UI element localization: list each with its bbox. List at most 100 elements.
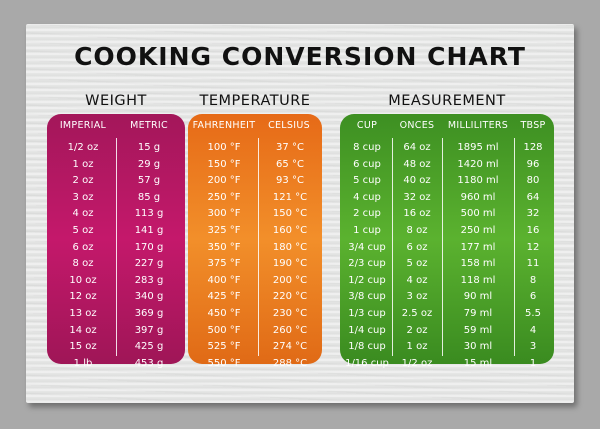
- table-cell: 340 g: [134, 291, 164, 303]
- table-cell: 5 cup: [353, 175, 381, 187]
- table-cell: 30 ml: [463, 341, 493, 353]
- table-cell: 200 °F: [207, 175, 241, 187]
- table-cell: 15 g: [137, 142, 161, 153]
- table-cell: 288 °C: [272, 357, 308, 369]
- table-cell: 397 g: [134, 324, 164, 336]
- table-cell: 6: [529, 291, 537, 303]
- measurement-heading: MEASUREMENT: [388, 93, 506, 109]
- table-cell: 64: [526, 191, 540, 203]
- temp-fahrenheit-column: 100 °F 150 °F 200 °F 250 °F 300 °F 325 °F 350 …: [190, 140, 258, 372]
- table-cell: 32 oz: [403, 191, 431, 203]
- table-cell: 1/2 oz: [67, 142, 99, 153]
- table-cell: 350 °F: [207, 241, 241, 253]
- table-cell: 48 oz: [403, 158, 431, 170]
- table-cell: 90 ml: [463, 291, 493, 303]
- table-cell: 5.5: [525, 307, 541, 319]
- table-cell: 283 g: [134, 274, 164, 286]
- table-cell: 274 °C: [272, 341, 308, 353]
- table-cell: 400 °F: [207, 274, 241, 286]
- table-cell: 190 °C: [272, 258, 308, 270]
- table-cell: 500 ml: [460, 208, 496, 220]
- table-cell: 6 cup: [353, 158, 381, 170]
- table-cell: 100 °F: [207, 142, 241, 153]
- table-cell: 2 cup: [353, 208, 381, 220]
- table-cell: 550 °F: [207, 357, 241, 369]
- weight-col-imperial-header: IMPERIAL: [59, 120, 107, 131]
- table-cell: 1180 ml: [457, 175, 499, 187]
- table-cell: 180 °C: [272, 241, 308, 253]
- table-cell: 227 g: [134, 258, 164, 270]
- table-cell: 158 ml: [460, 258, 496, 270]
- table-cell: 79 ml: [463, 307, 493, 319]
- meas-cup-column: 8 cup 6 cup 5 cup 4 cup 2 cup 1 cup 3/4 cup 2/3…: [342, 140, 392, 372]
- meas-milliliters-column: 1895 ml 1420 ml 1180 ml 960 ml 500 ml 250 ml 1…: [442, 140, 514, 372]
- table-cell: 121 °C: [272, 191, 308, 203]
- table-cell: 453 g: [134, 357, 164, 369]
- table-cell: 65 °C: [276, 158, 304, 170]
- meas-col-cup-header: CUP: [356, 120, 378, 131]
- table-cell: 260 °C: [272, 324, 308, 336]
- table-cell: 3 oz: [406, 291, 428, 303]
- temp-col-fahrenheit-header: FAHRENHEIT: [192, 120, 256, 131]
- table-cell: 525 °F: [207, 341, 241, 353]
- table-cell: 8 oz: [406, 224, 428, 236]
- table-cell: 59 ml: [463, 324, 493, 336]
- conversion-chart-card: COOKING CONVERSION CHART WEIGHT TEMPERAT…: [26, 24, 574, 403]
- table-cell: 3: [529, 341, 537, 353]
- table-cell: 1/2 oz: [401, 357, 433, 369]
- table-cell: 3 oz: [72, 191, 94, 203]
- table-cell: 2/3 cup: [348, 258, 386, 270]
- table-cell: 3/4 cup: [348, 241, 386, 253]
- table-cell: 128: [523, 142, 543, 153]
- table-cell: 1895 ml: [457, 142, 499, 153]
- table-cell: 8 oz: [72, 258, 94, 270]
- table-cell: 230 °C: [272, 307, 308, 319]
- table-cell: 118 ml: [460, 274, 496, 286]
- table-cell: 1/16 cup: [345, 357, 389, 369]
- table-cell: 1/4 cup: [348, 324, 386, 336]
- table-cell: 250 ml: [460, 224, 496, 236]
- table-cell: 64 oz: [403, 142, 431, 153]
- table-cell: 4 oz: [72, 208, 94, 220]
- table-cell: 2 oz: [72, 175, 94, 187]
- weight-table: IMPERIAL METRIC 1/2 oz 1 oz 2 oz 3 oz 4 oz 5 …: [47, 114, 185, 369]
- table-cell: 425 g: [134, 341, 164, 353]
- table-cell: 5 oz: [406, 258, 428, 270]
- table-cell: 6 oz: [406, 241, 428, 253]
- table-cell: 80: [526, 175, 540, 187]
- table-cell: 425 °F: [207, 291, 241, 303]
- table-cell: 16: [526, 224, 540, 236]
- table-cell: 500 °F: [207, 324, 241, 336]
- table-cell: 1 oz: [72, 158, 94, 170]
- table-cell: 150 °C: [272, 208, 308, 220]
- measurement-table: CUP ONCES MILLILITERS TBSP 8 cup 6 cup 5 c…: [340, 114, 554, 369]
- table-cell: 13 oz: [69, 307, 97, 319]
- table-cell: 113 g: [134, 208, 164, 220]
- temperature-heading: TEMPERATURE: [199, 93, 311, 109]
- weight-divider: [116, 138, 117, 356]
- table-cell: 16 oz: [403, 208, 431, 220]
- page-title: COOKING CONVERSION CHART: [74, 42, 526, 71]
- weight-col-metric-header: METRIC: [130, 120, 168, 131]
- temperature-divider: [258, 138, 259, 356]
- table-cell: 8 cup: [353, 142, 381, 153]
- table-cell: 93 °C: [276, 175, 304, 187]
- table-cell: 57 g: [137, 175, 161, 187]
- table-cell: 220 °C: [272, 291, 308, 303]
- table-cell: 200 °C: [272, 274, 308, 286]
- table-cell: 250 °F: [207, 191, 241, 203]
- table-cell: 2 oz: [406, 324, 428, 336]
- table-cell: 1 cup: [353, 224, 381, 236]
- table-cell: 15 ml: [463, 357, 493, 369]
- temp-col-celsius-header: CELSIUS: [268, 120, 310, 131]
- table-cell: 40 oz: [403, 175, 431, 187]
- table-cell: 29 g: [137, 158, 161, 170]
- table-cell: 37 °C: [276, 142, 304, 153]
- table-cell: 32: [526, 208, 540, 220]
- table-cell: 141 g: [134, 224, 164, 236]
- table-cell: 1/2 cup: [348, 274, 386, 286]
- table-cell: 3/8 cup: [348, 291, 386, 303]
- table-cell: 12 oz: [69, 291, 97, 303]
- table-cell: 160 °C: [272, 224, 308, 236]
- table-cell: 1/8 cup: [348, 341, 386, 353]
